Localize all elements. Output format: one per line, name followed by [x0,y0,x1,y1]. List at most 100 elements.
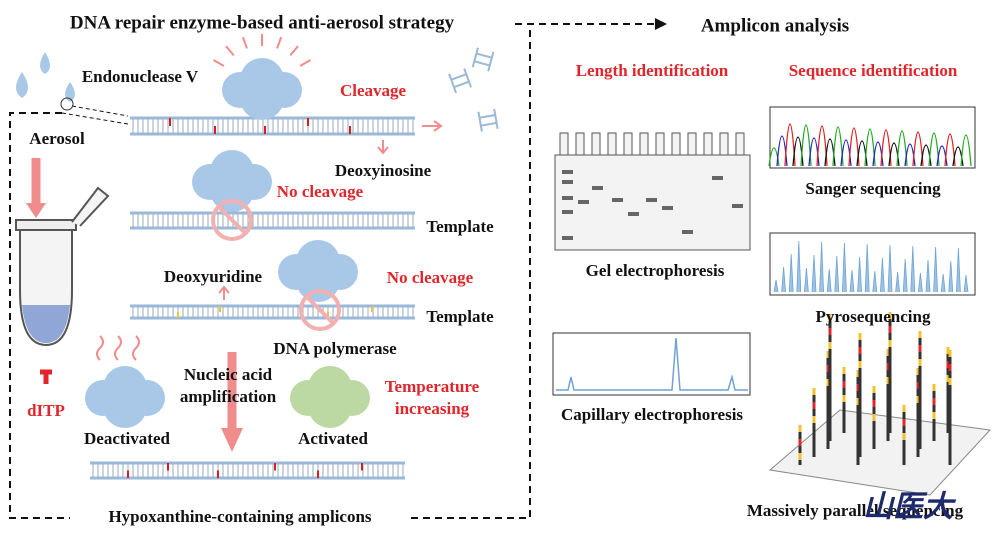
gel-band [612,198,623,202]
enzyme [290,366,370,428]
sanger-peak [816,125,828,167]
arrow [218,285,230,300]
gel-band [578,200,589,204]
flow-cell [768,409,992,496]
pyro-peak [933,246,938,293]
enzyme-lobe [240,76,284,120]
gel-well [639,132,649,156]
arrowhead [26,203,46,218]
arrow [422,120,443,132]
zoom-circle [60,97,74,111]
zoom-line [61,105,129,125]
gel-well [671,132,681,156]
gel-band [662,206,673,210]
no-symbol [217,205,247,235]
activity-ray [213,59,225,67]
cleavage-label: Cleavage [340,81,407,100]
activity-ray [276,36,283,49]
droplets [16,52,75,111]
activated-label: Activated [298,429,368,448]
arrowhead [655,18,667,30]
droplet [40,52,50,74]
dna-strand [90,461,405,480]
title: DNA repair enzyme-based anti-aerosol str… [70,12,455,33]
template-label: Template [426,307,494,326]
gel-well [591,132,601,156]
amplification-label: Nucleic acid [184,365,273,384]
capillary-box [552,332,751,396]
temperature-label: Temperature [385,377,480,396]
pyro-peak [925,259,931,293]
gel-band [646,198,657,202]
pyro-peak [895,271,900,293]
sanger-peak [896,130,908,167]
dna-fragment [477,108,499,132]
sanger-peak [832,126,844,167]
capillary-label: Capillary electrophoresis [561,405,743,424]
amplification-label: amplification [180,387,277,406]
heat-waves [96,335,140,361]
frame-line [410,30,531,519]
gel-band [562,236,573,240]
sanger-peak [920,144,932,167]
tube-cap [71,186,110,227]
pyro-peak [857,256,862,293]
dna-strand [130,304,415,320]
pyro-peak [849,269,855,293]
gel-band [712,176,723,180]
pyro-peak [864,243,870,293]
amplicons-label: Hypoxanthine-containing amplicons [108,507,371,526]
gel-band [562,170,573,174]
gel-well [655,132,665,156]
fragment [471,47,495,72]
no-symbol [305,295,335,325]
sanger-peak [936,145,948,167]
droplet [16,72,28,98]
pyro-peak [804,267,809,293]
arrow [377,140,389,155]
gel-band [628,212,639,216]
gel-band [562,196,573,200]
pyro-peak [788,253,794,293]
pyro-peak [834,255,840,293]
enzyme [192,150,272,212]
dna-fragment [471,47,495,72]
enzyme [222,58,302,120]
gel-band [682,230,693,234]
gel-well [623,132,633,156]
capillary-trace [556,337,748,391]
gel-band [562,180,573,184]
gel-well [719,132,729,156]
sanger-peak [952,146,964,167]
gel-well [607,132,617,156]
pyro-peak [796,240,802,293]
sanger-peak [768,147,780,167]
deoxyinosine-label: Deoxyinosine [335,161,432,180]
pyro-peak [781,266,786,293]
droplet [65,82,75,102]
pyro-peak [773,279,779,293]
sanger-peak [944,133,956,167]
dna-strand [130,116,415,136]
pyro-peak [819,241,824,293]
enzyme [85,366,165,428]
sanger-peak [784,123,796,167]
sanger-label: Sanger sequencing [805,179,941,198]
sanger-peak [880,129,892,167]
fragment [477,108,499,132]
pyro-label: Pyrosequencing [816,307,931,326]
watermark: 山医大 [863,490,957,525]
pyro-peak [956,247,961,293]
deoxyuridine-label: Deoxyuridine [164,267,263,286]
dna-fragment [448,68,472,94]
sanger-peak [928,132,940,167]
no-cleavage-label: No cleavage [277,182,364,201]
pyro-peak [940,273,946,293]
arrowhead [221,428,243,452]
sequence-identification: Sequence identification [789,61,958,80]
gel-well [687,132,697,156]
pyro-peak [918,272,923,293]
pyro-box [769,232,976,296]
tube [15,186,110,347]
